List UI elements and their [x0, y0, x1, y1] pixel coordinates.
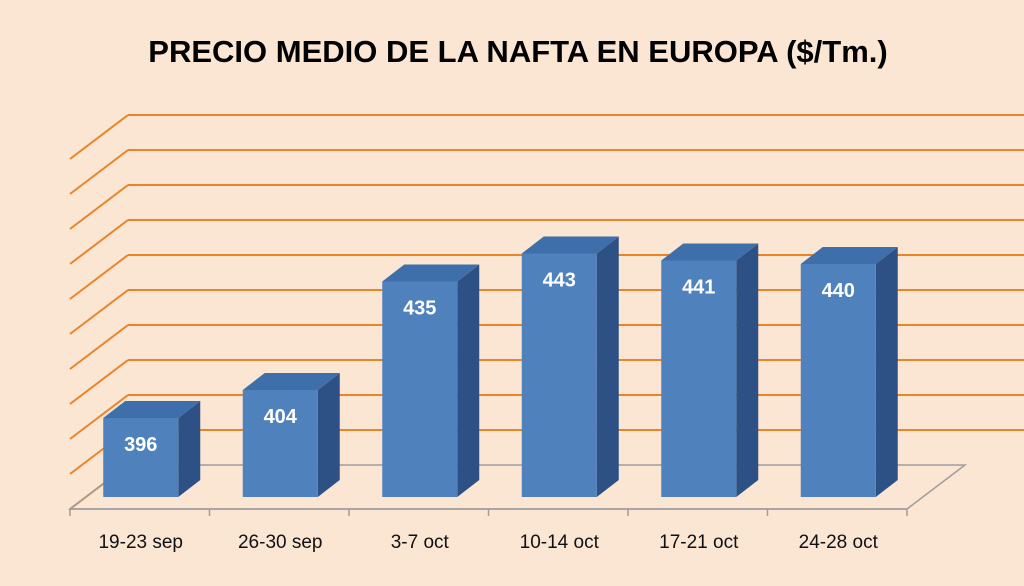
gridline-depth	[69, 289, 129, 335]
bar: 441	[661, 243, 759, 497]
bar-top	[800, 247, 898, 264]
gridline-depth	[69, 359, 129, 405]
data-label: 441	[682, 277, 715, 299]
bar-side	[317, 373, 340, 497]
bar-side	[736, 243, 759, 497]
category-label: 19-23 sep	[98, 532, 183, 553]
category-label: 26-30 sep	[238, 532, 323, 553]
category-labels: 19-23 sep 26-30 sep 3-7 oct 10-14 oct 17-21 …	[98, 532, 878, 553]
bar-front	[382, 281, 458, 497]
gridline-depth	[69, 219, 129, 265]
bar-side	[457, 264, 480, 497]
bar-top	[382, 264, 480, 282]
bar-front	[800, 264, 876, 497]
bar-side	[875, 247, 898, 497]
bar-top	[521, 236, 619, 254]
bar-front	[521, 253, 597, 497]
bar-front	[661, 260, 737, 497]
gridline-depth	[69, 184, 129, 230]
data-label: 404	[264, 406, 298, 428]
data-label: 440	[822, 280, 855, 302]
bar-front	[103, 418, 179, 497]
bar-top	[103, 401, 201, 418]
bar-side	[178, 401, 201, 497]
chart-title: PRECIO MEDIO DE LA NAFTA EN EUROPA ($/Tm…	[148, 34, 887, 69]
bar-side	[596, 236, 619, 497]
bar: 440	[800, 247, 898, 497]
gridline-depth	[69, 254, 129, 300]
gridline-depth	[69, 324, 129, 370]
bar: 404	[242, 373, 340, 497]
gridline-depth	[69, 394, 129, 440]
bar-top	[661, 243, 759, 261]
category-label: 10-14 oct	[520, 532, 600, 553]
gridline-depth	[69, 114, 129, 160]
category-label: 17-21 oct	[659, 532, 739, 553]
bars: 396 404 435 443 441 440	[103, 236, 898, 497]
bar-top	[242, 373, 340, 390]
category-label: 3-7 oct	[391, 532, 450, 553]
data-label: 396	[124, 434, 157, 456]
gridline-depth	[69, 149, 129, 195]
category-label: 24-28 oct	[799, 532, 879, 553]
bar: 443	[521, 236, 619, 497]
data-label: 443	[543, 270, 576, 292]
bar-front	[242, 390, 318, 497]
data-label: 435	[403, 298, 436, 320]
bar: 396	[103, 401, 201, 497]
bar: 435	[382, 264, 480, 497]
